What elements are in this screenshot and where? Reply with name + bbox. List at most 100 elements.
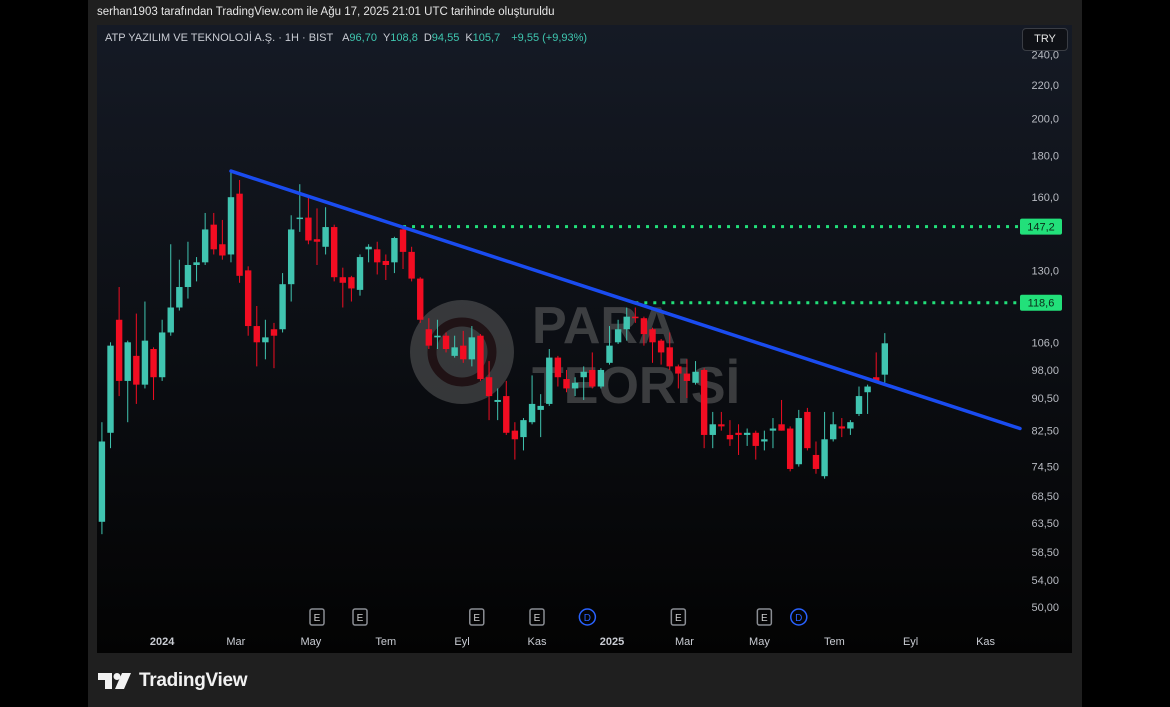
ohlc-key: Y: [382, 32, 391, 44]
candle: [485, 361, 493, 421]
ohlc-value: 108,8: [390, 32, 418, 44]
earnings-marker[interactable]: E: [756, 608, 773, 626]
candle: [812, 441, 820, 474]
candle-body: [718, 424, 725, 427]
candle-body: [666, 347, 673, 367]
candle-body: [855, 396, 863, 414]
candle-body: [253, 326, 260, 343]
candle: [614, 319, 622, 344]
candle: [98, 422, 106, 535]
y-tick-label: 240,0: [1031, 49, 1059, 61]
tradingview-logo[interactable]: TradingView: [98, 670, 248, 692]
y-tick-label: 180,0: [1031, 151, 1059, 163]
earnings-icon: [309, 608, 325, 626]
price-level-label: 147,2: [1027, 222, 1055, 234]
symbol-title[interactable]: ATP YAZILIM VE TEKNOLOJİ A.Ş. · 1H · BIS…: [105, 32, 334, 44]
earnings-marker[interactable]: E: [352, 608, 368, 626]
candle: [477, 334, 484, 381]
candle: [434, 319, 441, 350]
candle: [881, 333, 889, 383]
candle-body: [554, 357, 562, 378]
candle: [348, 275, 355, 302]
candle: [210, 212, 217, 255]
x-tick-label: Eyl: [454, 636, 469, 648]
dividend-marker[interactable]: D: [790, 608, 808, 626]
candle: [331, 224, 338, 282]
candle: [451, 335, 458, 358]
candle-body: [726, 434, 734, 440]
candle: [795, 409, 802, 467]
candle-body: [640, 318, 648, 335]
x-tick-label: Mar: [226, 636, 245, 648]
price-change: +9,55 (+9,93%): [511, 32, 588, 44]
ohlc-key: A: [342, 32, 350, 44]
candle-body: [382, 261, 390, 265]
candle-body: [683, 373, 691, 381]
candle: [158, 319, 166, 381]
symbol-legend: ATP YAZILIM VE TEKNOLOJİ A.Ş. · 1H · BIS…: [105, 32, 587, 44]
event-label: D: [584, 613, 591, 624]
candle: [201, 212, 209, 265]
earnings-marker[interactable]: E: [469, 608, 485, 626]
x-tick-label: Kas: [528, 636, 547, 648]
candle: [193, 257, 200, 282]
candle: [520, 418, 527, 451]
candle: [804, 407, 811, 451]
candle: [786, 426, 794, 472]
currency-button[interactable]: TRY: [1022, 28, 1068, 51]
candle-body: [580, 371, 587, 378]
candle-body: [735, 432, 742, 435]
ohlc-key: D: [423, 32, 432, 44]
event-label: E: [675, 613, 682, 624]
earnings-marker[interactable]: E: [309, 608, 325, 626]
candle: [365, 244, 372, 263]
candle-body: [262, 337, 269, 343]
candle-body: [709, 424, 716, 435]
earnings-marker[interactable]: E: [529, 608, 545, 626]
candle: [219, 219, 226, 260]
candle: [503, 380, 510, 435]
x-tick-label: May: [749, 636, 770, 648]
candle-body: [778, 424, 785, 431]
candle-body: [227, 197, 235, 255]
candle: [141, 301, 149, 389]
candle: [700, 368, 708, 449]
candle-body: [460, 345, 467, 360]
watermark-text-line2: TEORİSİ: [532, 357, 740, 415]
candle: [675, 364, 682, 389]
dividend-marker[interactable]: D: [578, 608, 597, 626]
candle-body: [675, 366, 682, 374]
y-tick-label: 54,00: [1031, 575, 1059, 587]
candle: [683, 359, 691, 399]
earnings-marker[interactable]: E: [670, 608, 687, 626]
candle: [752, 430, 759, 460]
candle: [563, 369, 570, 393]
candle: [735, 424, 742, 455]
candle-body: [408, 251, 415, 279]
candle-body: [786, 428, 794, 469]
chart-pane[interactable]: PARA TEORİSİ 147,2 118,6 240,0 220,0 200,0 180,…: [97, 25, 1072, 653]
candle: [838, 418, 845, 438]
candle-body: [511, 430, 519, 440]
x-tick-label: May: [300, 636, 321, 648]
candle: [244, 266, 252, 336]
candle: [399, 226, 407, 270]
candle-body: [597, 369, 605, 387]
candle-body: [133, 355, 140, 385]
candle-body: [391, 238, 398, 263]
candle-body: [864, 386, 871, 393]
candle-body: [184, 264, 192, 288]
candle: [236, 179, 243, 283]
candle: [778, 399, 785, 431]
candle: [873, 352, 880, 383]
candle: [494, 388, 501, 421]
candle-body: [442, 335, 450, 350]
candle-body: [692, 371, 699, 383]
candle-body: [201, 229, 209, 263]
trendline: [229, 169, 1022, 431]
candle-body: [348, 277, 355, 289]
candle: [554, 355, 562, 387]
candle: [657, 338, 665, 365]
x-tick-label: 2025: [600, 636, 624, 648]
